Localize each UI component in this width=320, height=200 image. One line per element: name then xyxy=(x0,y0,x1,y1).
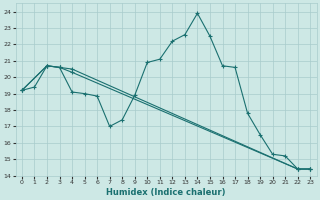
X-axis label: Humidex (Indice chaleur): Humidex (Indice chaleur) xyxy=(106,188,226,197)
